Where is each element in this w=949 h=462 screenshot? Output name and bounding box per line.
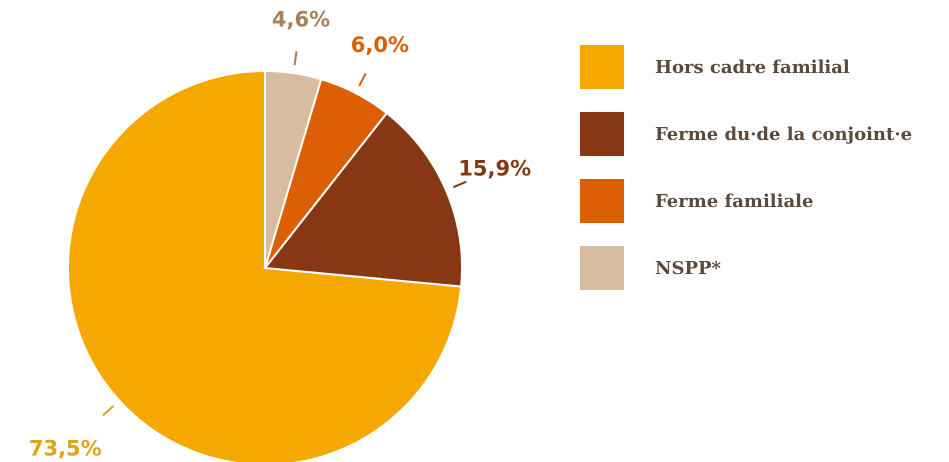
legend-swatch	[580, 179, 624, 223]
legend-label: NSPP*	[655, 258, 722, 279]
data-label: 4,6%	[272, 8, 330, 32]
pie-slice	[264, 69, 323, 269]
legend-swatch	[580, 246, 624, 290]
data-label: 6,0%	[351, 33, 409, 57]
legend-swatch	[580, 112, 624, 156]
legend-label: Ferme familiale	[655, 191, 813, 212]
legend-label: Ferme du·de la conjoint·e	[655, 124, 912, 145]
leader-line	[358, 73, 367, 87]
leader-line	[293, 51, 298, 66]
data-label: 15,9%	[458, 156, 531, 180]
data-label: 73,5%	[29, 437, 102, 461]
leader-line	[102, 405, 115, 417]
leader-line	[453, 180, 467, 189]
pie-slice	[263, 111, 463, 288]
legend-label: Hors cadre familial	[655, 57, 850, 78]
legend-swatch	[580, 45, 624, 89]
